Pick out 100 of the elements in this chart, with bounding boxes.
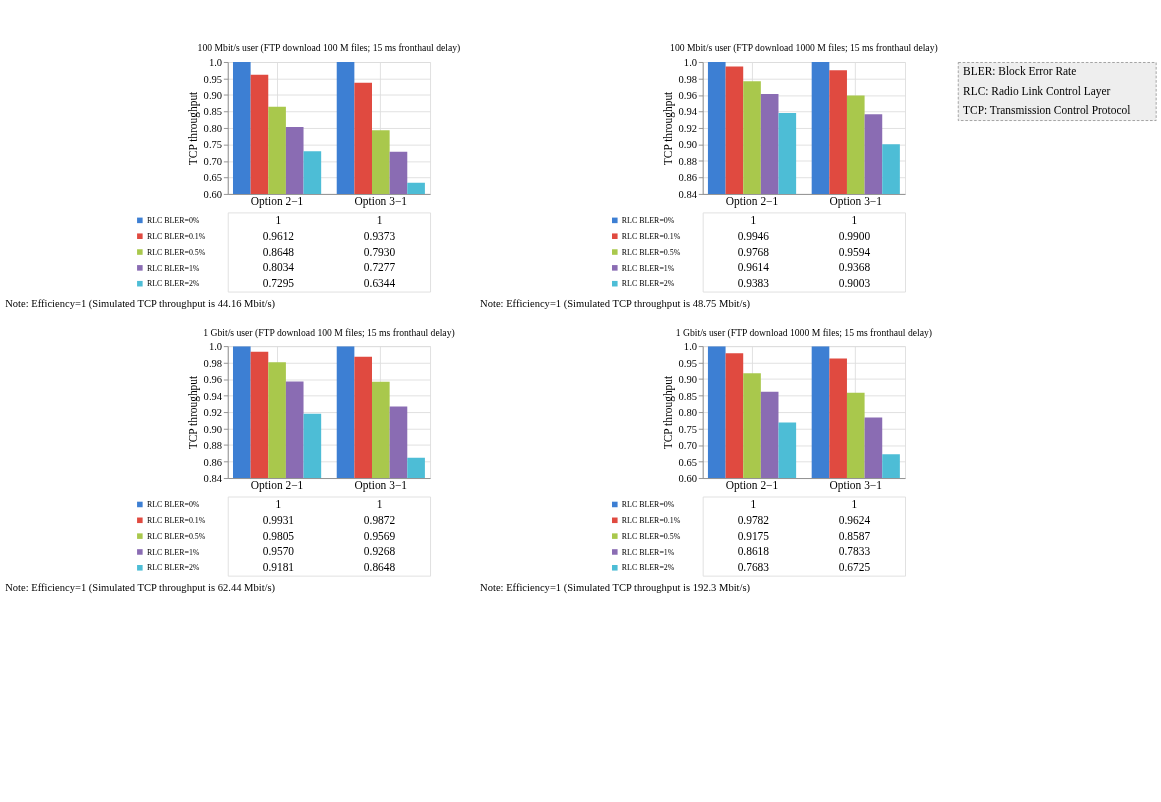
y-tick-label: 0.85 <box>678 390 698 402</box>
data-label: 0.7683 <box>737 561 770 574</box>
y-tick-label: 0.84 <box>203 473 223 485</box>
text: BLER: Block Error Rate <box>963 65 1077 78</box>
data-label: 0.9931 <box>262 513 295 526</box>
y-tick-label: 0.88 <box>678 155 698 167</box>
y-tick-label: 0.90 <box>678 139 698 151</box>
y-tick-label: 0.92 <box>678 122 698 134</box>
legend-label: RLC BLER=2% <box>146 279 200 289</box>
data-label: 0.9612 <box>262 229 295 242</box>
legend-label: RLC BLER=0.1% <box>621 231 681 241</box>
data-label: 0.7930 <box>363 245 396 258</box>
y-axis-title: TCP throughput <box>187 90 201 166</box>
x-tick-label: Option 3−1 <box>829 479 883 493</box>
x-tick-label: Option 2−1 <box>725 479 779 493</box>
legend-label: RLC BLER=0% <box>621 500 675 510</box>
data-label: 0.8587 <box>838 529 871 542</box>
x-tick-label: Option 3−1 <box>829 194 883 208</box>
legend-label: RLC BLER=1% <box>621 547 675 557</box>
y-tick-label: 0.96 <box>678 89 698 101</box>
y-tick-label: 1.0 <box>683 57 698 69</box>
y-axis-title: TCP throughput <box>187 374 201 450</box>
data-label: 0.9872 <box>363 513 396 526</box>
y-tick-label: 0.90 <box>203 89 223 101</box>
data-label: 1 <box>275 497 282 510</box>
data-label: 0.9624 <box>838 513 871 526</box>
data-label: 0.8648 <box>363 561 396 574</box>
y-tick-label: 0.90 <box>203 423 223 435</box>
data-label: 0.9900 <box>838 229 871 242</box>
legend-label: RLC BLER=0.5% <box>621 531 681 541</box>
data-label: 0.8034 <box>262 261 295 274</box>
x-tick-label: Option 2−1 <box>725 194 779 208</box>
data-label: 0.9181 <box>262 561 295 574</box>
data-label: 0.7295 <box>262 277 295 290</box>
y-axis-title: TCP throughput <box>662 374 676 450</box>
y-tick-label: 1.0 <box>208 341 223 353</box>
x-tick-label: Option 3−1 <box>354 479 408 493</box>
legend-label: RLC BLER=1% <box>146 263 200 273</box>
y-tick-label: 0.75 <box>678 423 698 435</box>
data-label: 1 <box>750 497 757 510</box>
data-label: 1 <box>376 497 383 510</box>
data-label: 0.9383 <box>737 277 770 290</box>
text: Note: Efficiency=1 (Simulated TCP throughput is 48.75 Mbit/s) <box>480 297 751 310</box>
x-tick-label: Option 2−1 <box>250 479 304 493</box>
legend-label: RLC BLER=0.5% <box>146 531 206 541</box>
y-tick-label: 1.0 <box>208 57 223 69</box>
data-label: 0.9003 <box>838 277 871 290</box>
chart-title: 1 Gbit/s user (FTP download 1000 M files; 15 ms fronthaul delay) <box>675 326 933 339</box>
legend-label: RLC BLER=1% <box>621 263 675 273</box>
y-tick-label: 0.80 <box>203 122 223 134</box>
y-tick-label: 0.86 <box>203 456 223 468</box>
y-tick-label: 0.80 <box>678 407 698 419</box>
data-label: 1 <box>851 213 858 226</box>
data-label: 0.9805 <box>262 529 295 542</box>
data-label: 0.9268 <box>363 545 396 558</box>
y-tick-label: 0.94 <box>203 390 223 402</box>
y-tick-label: 0.95 <box>678 357 698 369</box>
legend-label: RLC BLER=1% <box>146 547 200 557</box>
data-label: 0.9175 <box>737 529 770 542</box>
data-label: 0.9569 <box>363 529 396 542</box>
data-label: 0.9768 <box>737 245 770 258</box>
data-label: 0.9782 <box>737 513 770 526</box>
legend-label: RLC BLER=0.5% <box>621 247 681 257</box>
text: Note: Efficiency=1 (Simulated TCP throughput is 192.3 Mbit/s) <box>480 581 751 594</box>
data-label: 1 <box>750 213 757 226</box>
data-label: 0.6725 <box>838 561 871 574</box>
y-tick-label: 0.90 <box>678 374 698 386</box>
x-tick-label: Option 2−1 <box>250 194 304 208</box>
data-label: 0.6344 <box>363 277 396 290</box>
y-tick-label: 0.65 <box>203 172 223 184</box>
y-tick-label: 0.98 <box>678 73 698 85</box>
data-label: 1 <box>376 213 383 226</box>
y-tick-label: 0.94 <box>678 106 698 118</box>
data-label: 0.9594 <box>838 245 871 258</box>
y-tick-label: 0.85 <box>203 106 223 118</box>
y-tick-label: 1.0 <box>683 341 698 353</box>
data-label: 0.9614 <box>737 261 770 274</box>
y-tick-label: 0.86 <box>678 172 698 184</box>
data-label: 0.8648 <box>262 245 295 258</box>
legend-label: RLC BLER=0.1% <box>146 515 206 525</box>
y-tick-label: 0.88 <box>203 440 223 452</box>
legend-label: RLC BLER=0% <box>146 500 200 510</box>
legend-label: RLC BLER=2% <box>621 563 675 573</box>
chart-title: 1 Gbit/s user (FTP download 100 M files; 15 ms fronthaul delay) <box>203 326 455 339</box>
data-label: 0.7833 <box>838 545 871 558</box>
legend-label: RLC BLER=2% <box>146 563 200 573</box>
legend-label: RLC BLER=0% <box>146 216 200 226</box>
y-tick-label: 0.92 <box>203 407 223 419</box>
legend-label: RLC BLER=0.1% <box>146 231 206 241</box>
y-tick-label: 0.65 <box>678 456 698 468</box>
y-tick-label: 0.75 <box>203 139 223 151</box>
data-label: 0.9373 <box>363 229 396 242</box>
data-label: 1 <box>851 497 858 510</box>
legend-label: RLC BLER=0% <box>621 216 675 226</box>
y-tick-label: 0.60 <box>678 473 698 485</box>
y-tick-label: 0.96 <box>203 374 223 386</box>
legend-label: RLC BLER=2% <box>621 279 675 289</box>
text: TCP: Transmission Control Protocol <box>963 103 1131 116</box>
y-axis-title: TCP throughput <box>662 90 676 166</box>
legend-label: RLC BLER=0.1% <box>621 515 681 525</box>
